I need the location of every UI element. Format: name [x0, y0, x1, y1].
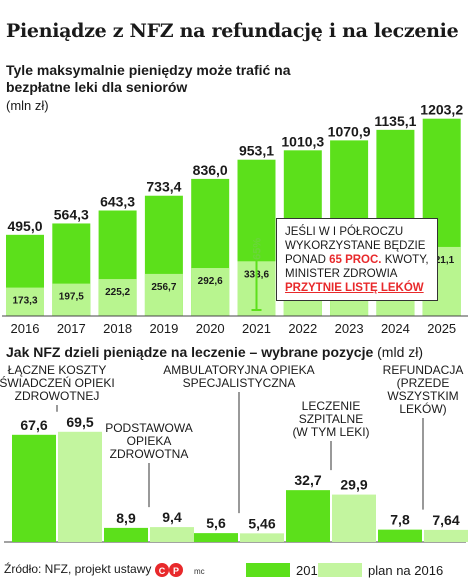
value-label-2015: 67,6	[20, 417, 47, 433]
chart2-title: Jak NFZ dzieli pieniądze na leczenie – w…	[6, 344, 423, 360]
bar-part	[144, 273, 183, 316]
x-tick-label: 2016	[11, 321, 40, 336]
bar-2015	[12, 434, 56, 542]
bar-2015	[286, 490, 330, 542]
annotation-text-2: kwoty, minister zdrowia	[285, 254, 429, 280]
publisher-logo: C P mc	[155, 563, 205, 577]
svg-text:P: P	[173, 566, 179, 576]
bar-total-label: 1203,2	[420, 102, 463, 118]
value-label-2015: 8,9	[116, 510, 136, 526]
category-label: LECZENIE SZPITALNE (W TYM LEKI)	[292, 399, 369, 439]
x-tick-label: 2022	[288, 321, 317, 336]
bar-2015	[378, 529, 422, 542]
annotation-highlight-2: przytnie listę leków	[285, 282, 424, 294]
bar-part-label: 292,6	[198, 276, 223, 287]
x-tick-label: 2021	[242, 321, 271, 336]
category-label: ŁĄCZNE KOSZTY ŚWIADCZEŃ OPIEKI ZDROWOTNEJ	[0, 363, 115, 403]
bar-total-label: 1070,9	[328, 123, 371, 139]
legend-2016: plan na 2016	[318, 561, 443, 579]
value-label-2016: 7,64	[432, 512, 459, 528]
bar-2016	[332, 494, 376, 542]
value-label-2016: 5,46	[248, 515, 275, 531]
page-title: Pieniądze z NFZ na refundację i na lecze…	[6, 20, 459, 42]
bar-total-label: 733,4	[146, 179, 181, 195]
bar-total-label: 836,0	[193, 162, 228, 178]
source-note: Źródło: NFZ, projekt ustawy	[4, 562, 152, 576]
category-label: PODSTAWOWA OPIEKA ZDROWOTNA	[105, 421, 193, 461]
value-label-2015: 5,6	[206, 515, 226, 531]
bar-total-label: 953,1	[239, 143, 274, 159]
bar-total-label: 643,3	[100, 193, 135, 209]
bar-part-label: 421,1	[429, 255, 454, 266]
value-label-2016: 9,4	[162, 509, 182, 525]
bar-total-label: 564,3	[54, 206, 89, 222]
bar-part-label: 256,7	[151, 282, 176, 293]
legend-swatch-2015	[246, 563, 290, 577]
bar-part-label: 173,3	[12, 296, 37, 307]
bar-part	[6, 287, 44, 316]
annotation-highlight: 65 proc.	[329, 254, 382, 266]
chart1-unit: (mln zł)	[6, 98, 49, 113]
bar-2015	[104, 527, 148, 542]
bar-2016	[240, 533, 284, 542]
x-tick-label: 2020	[196, 321, 225, 336]
x-tick-label: 2025	[427, 321, 456, 336]
value-label-2016: 29,9	[340, 477, 367, 493]
x-tick-label: 2023	[335, 321, 364, 336]
x-tick-label: 2018	[103, 321, 132, 336]
bar-part-label: 197,5	[59, 292, 84, 303]
bar-part	[52, 283, 91, 316]
bar-2016	[58, 431, 102, 542]
legend-2015: 2015	[246, 561, 325, 579]
legend-label-2015: 2015	[296, 562, 325, 578]
bar-total-label: 1010,3	[281, 133, 324, 149]
percent-marker-label: 65%	[252, 238, 264, 260]
bar-part	[191, 268, 230, 316]
legend-label-2016: plan na 2016	[368, 562, 444, 578]
bar-2016	[424, 529, 468, 542]
value-label-2016: 69,5	[66, 414, 93, 430]
bar-total-label: 495,0	[7, 218, 42, 234]
x-tick-label: 2019	[149, 321, 178, 336]
legend-swatch-2016	[318, 563, 362, 577]
annotation-text-1: Jeśli w I półroczu wykorzystane będzie p…	[285, 226, 426, 266]
chart2-title-text: Jak NFZ dzieli pieniądze na leczenie – w…	[6, 344, 374, 360]
chart1-title: Tyle maksymalnie pieniędzy może trafić n…	[6, 62, 291, 95]
logo-mark: mc	[194, 567, 205, 576]
bar-2016	[150, 527, 194, 542]
category-label: REFUNDACJA (PRZEDE WSZYSTKIM LEKÓW)	[383, 363, 464, 416]
value-label-2015: 7,8	[390, 512, 410, 528]
category-label: AMBULATORYJNA OPIEKA SPECJALISTYCZNA	[163, 363, 314, 390]
annotation-box: Jeśli w I półroczu wykorzystane będzie p…	[276, 218, 438, 301]
bar-total-label: 1135,1	[374, 113, 416, 129]
x-tick-label: 2024	[381, 321, 410, 336]
x-tick-label: 2017	[57, 321, 86, 336]
bar-part	[98, 279, 137, 316]
chart2-plot: 67,6 69,5 ŁĄCZNE KOSZTY ŚWIADCZEŃ OPIEKI ZDR…	[0, 363, 468, 543]
bar-part-label: 225,2	[105, 287, 130, 298]
value-label-2015: 32,7	[294, 472, 321, 488]
bar-2015	[194, 533, 238, 542]
chart2-unit: (mld zł)	[377, 344, 424, 360]
svg-text:C: C	[159, 566, 166, 576]
